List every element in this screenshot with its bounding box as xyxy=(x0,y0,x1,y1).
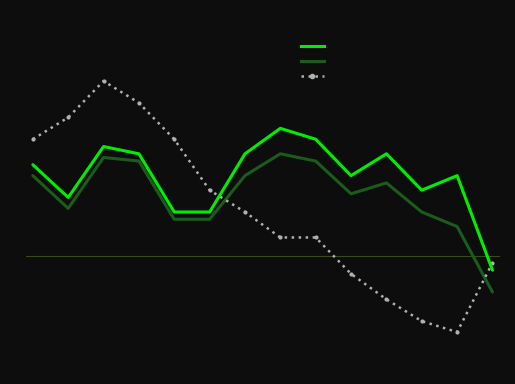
Legend: , , : , , xyxy=(301,42,327,82)
